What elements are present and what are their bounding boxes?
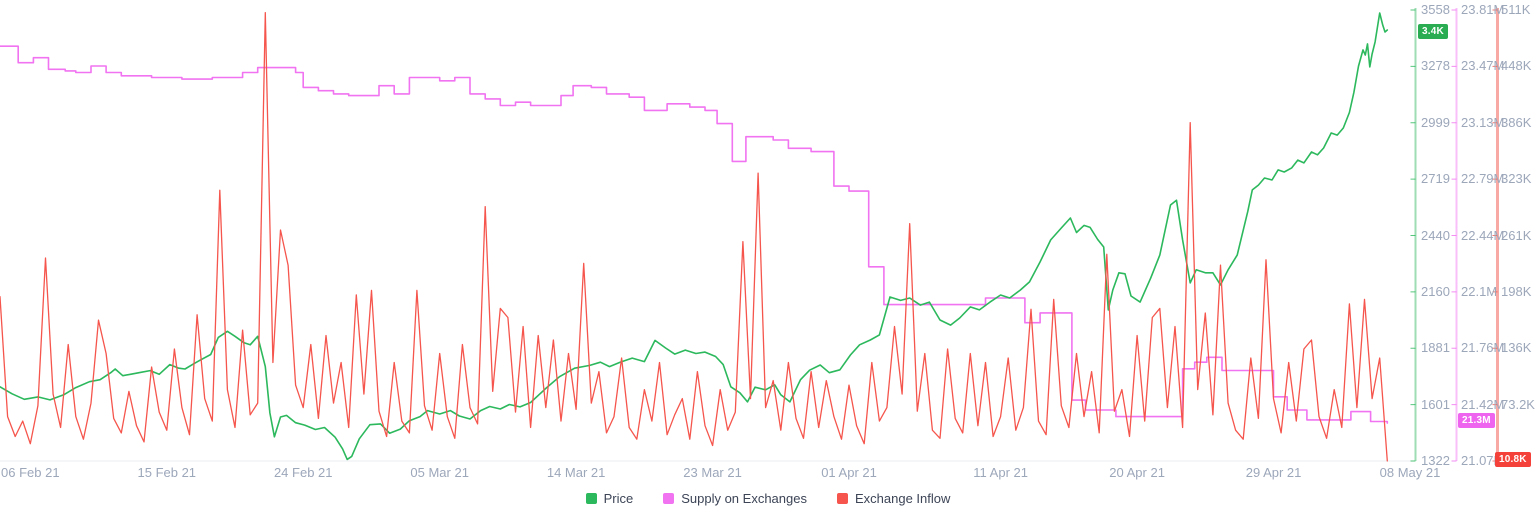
price-swatch-icon (585, 493, 597, 504)
x-tick-label: 06 Feb 21 (1, 465, 60, 480)
price-tick-label: 2160 (1421, 283, 1450, 299)
inflow-tick-label: 261K (1501, 227, 1532, 243)
x-tick-label: 23 Mar 21 (683, 465, 742, 480)
x-tick-label: 05 Mar 21 (410, 465, 469, 480)
inflow-tick-label: 386K (1501, 114, 1532, 130)
x-tick-label: 01 Apr 21 (821, 465, 877, 480)
x-tick-label: 11 Apr 21 (973, 465, 1028, 480)
x-tick-label: 08 May 21 (1379, 465, 1441, 480)
legend-item-price[interactable]: Price (585, 491, 634, 506)
supply-on-exchanges-line (0, 45, 1389, 424)
inflow-tick-label: 448K (1501, 58, 1532, 74)
supply-tick-label: 23.47M (1461, 58, 1505, 74)
supply-tick-label: 22.79M (1461, 171, 1505, 187)
price-latest-badge: 3.4K (1418, 24, 1448, 39)
exchange-inflow-line (0, 12, 1388, 462)
price-line (0, 12, 1389, 461)
price-tick-label: 1601 (1421, 396, 1450, 412)
supply-tick-label: 21.07M (1461, 453, 1505, 468)
supply-tick-label: 21.42M (1461, 396, 1505, 412)
price-tick-label: 3278 (1421, 58, 1450, 74)
legend-label-inflow: Exchange Inflow (854, 491, 951, 506)
x-tick-label: 14 Mar 21 (546, 465, 606, 480)
price-tick-label: 2440 (1421, 227, 1450, 243)
inflow-tick-label: 136K (1501, 340, 1532, 356)
legend-label-supply: Supply on Exchanges (681, 491, 807, 506)
price-tick-label: 1881 (1421, 340, 1450, 356)
supply-tick-label: 21.76M (1461, 340, 1505, 356)
x-tick-label: 29 Apr 21 (1245, 465, 1302, 480)
supply-latest-badge: 21.3M (1458, 413, 1495, 428)
price-tick-label: 2999 (1421, 114, 1450, 130)
inflow-tick-label: 73.2K (1501, 396, 1535, 412)
price-tick-label: 1322 (1421, 453, 1450, 468)
inflow-latest-badge: 10.8K (1495, 452, 1531, 467)
inflow-tick-label: 511K (1501, 2, 1531, 17)
supply-tick-label: 22.44M (1461, 227, 1505, 243)
x-tick-label: 20 Apr 21 (1109, 465, 1165, 480)
x-tick-label: 24 Feb 21 (273, 465, 333, 480)
legend-label-price: Price (603, 491, 634, 506)
inflow-swatch-icon (836, 493, 848, 504)
price-tick-label: 3558 (1421, 2, 1450, 17)
legend-item-inflow[interactable]: Exchange Inflow (836, 491, 951, 506)
inflow-tick-label: 198K (1501, 283, 1532, 299)
supply-swatch-icon (663, 493, 675, 504)
supply-tick-label: 23.81M (1461, 2, 1505, 17)
price-tick-label: 2719 (1421, 171, 1450, 187)
supply-tick-label: 23.13M (1461, 114, 1505, 130)
inflow-tick-label: 323K (1501, 171, 1532, 187)
legend-item-supply[interactable]: Supply on Exchanges (663, 491, 807, 506)
chart-legend: Price Supply on Exchanges Exchange Inflo… (0, 491, 1536, 506)
x-tick-label: 15 Feb 21 (137, 465, 197, 480)
supply-tick-label: 22.1M (1461, 283, 1498, 299)
